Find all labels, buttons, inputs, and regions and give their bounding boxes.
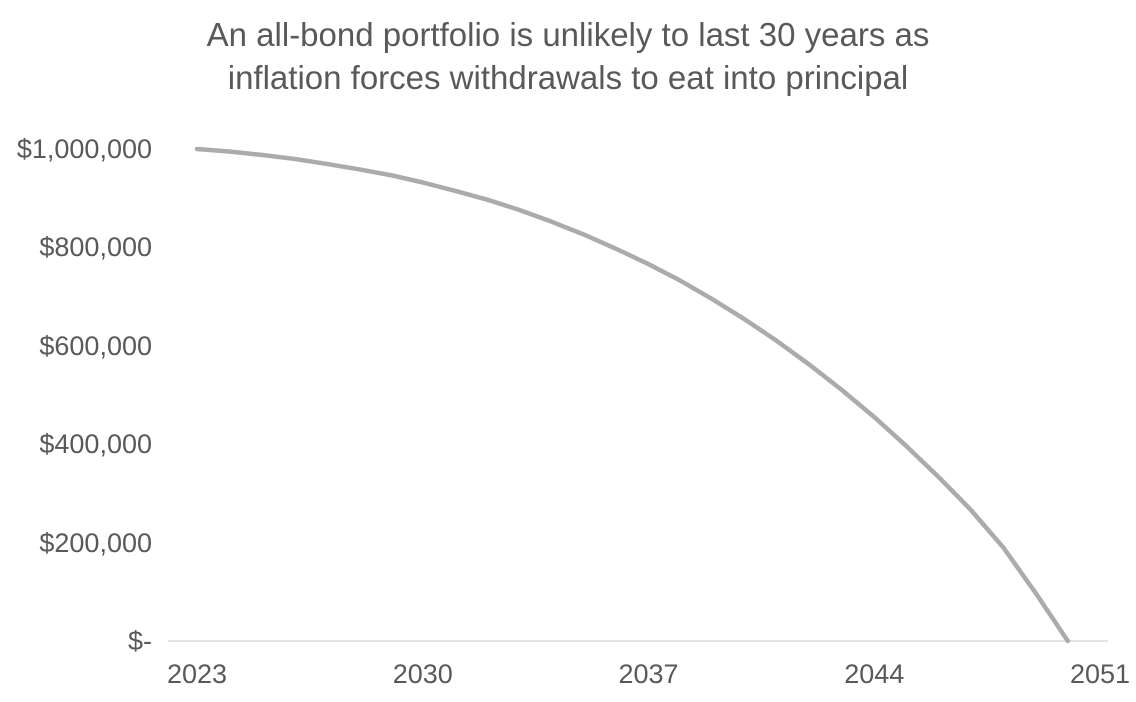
portfolio-value-line bbox=[194, 146, 1071, 644]
x-axis-label: 2051 bbox=[1069, 659, 1131, 689]
y-axis-label: $400,000 bbox=[39, 429, 152, 460]
x-axis-label: 2030 bbox=[392, 659, 453, 689]
y-axis-label: $- bbox=[127, 626, 152, 656]
chart-title-line2: inflation forces withdrawals to eat into… bbox=[227, 59, 909, 96]
y-axis-label: $200,000 bbox=[39, 527, 152, 558]
chart-title-line1: An all-bond portfolio is unlikely to las… bbox=[206, 16, 930, 53]
chart-title: An all-bond portfolio is unlikely to las… bbox=[0, 13, 1136, 99]
y-axis-label: $800,000 bbox=[39, 232, 152, 263]
y-axis-label: $600,000 bbox=[39, 330, 152, 361]
x-axis-label: 2044 bbox=[844, 659, 905, 689]
y-axis-label: $1,000,000 bbox=[16, 134, 152, 164]
x-axis-label: 2023 bbox=[166, 659, 228, 689]
x-axis-label: 2037 bbox=[618, 659, 679, 689]
